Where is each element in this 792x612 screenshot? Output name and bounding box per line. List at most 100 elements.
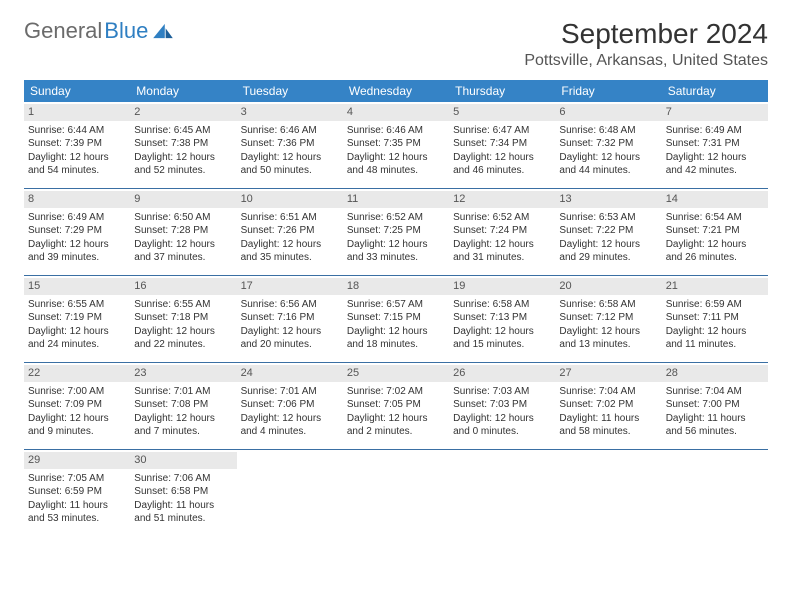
daylight-text: Daylight: 12 hours and 2 minutes. bbox=[347, 412, 445, 439]
calendar-day-cell: . bbox=[343, 450, 449, 536]
brand-part1: General bbox=[24, 18, 102, 44]
day-number: 18 bbox=[343, 278, 449, 295]
sunset-text: Sunset: 7:26 PM bbox=[241, 224, 339, 238]
daylight-text: Daylight: 12 hours and 24 minutes. bbox=[28, 325, 126, 352]
calendar-day-cell: . bbox=[555, 450, 661, 536]
calendar-day-cell: . bbox=[237, 450, 343, 536]
calendar-day-cell: 1Sunrise: 6:44 AMSunset: 7:39 PMDaylight… bbox=[24, 102, 130, 188]
calendar-week-row: 8Sunrise: 6:49 AMSunset: 7:29 PMDaylight… bbox=[24, 189, 768, 276]
sunrise-text: Sunrise: 6:55 AM bbox=[134, 298, 232, 312]
sunset-text: Sunset: 7:19 PM bbox=[28, 311, 126, 325]
daylight-text: Daylight: 12 hours and 9 minutes. bbox=[28, 412, 126, 439]
calendar-day-cell: 14Sunrise: 6:54 AMSunset: 7:21 PMDayligh… bbox=[662, 189, 768, 275]
sunrise-text: Sunrise: 6:56 AM bbox=[241, 298, 339, 312]
sunset-text: Sunset: 7:06 PM bbox=[241, 398, 339, 412]
day-number: 9 bbox=[130, 191, 236, 208]
calendar-day-cell: 3Sunrise: 6:46 AMSunset: 7:36 PMDaylight… bbox=[237, 102, 343, 188]
sunrise-text: Sunrise: 6:48 AM bbox=[559, 124, 657, 138]
sunrise-text: Sunrise: 6:52 AM bbox=[453, 211, 551, 225]
day-number: 29 bbox=[24, 452, 130, 469]
calendar-day-cell: 29Sunrise: 7:05 AMSunset: 6:59 PMDayligh… bbox=[24, 450, 130, 536]
calendar-day-cell: 26Sunrise: 7:03 AMSunset: 7:03 PMDayligh… bbox=[449, 363, 555, 449]
day-number: 5 bbox=[449, 104, 555, 121]
sunrise-text: Sunrise: 7:04 AM bbox=[559, 385, 657, 399]
weekday-header-cell: Thursday bbox=[449, 80, 555, 102]
sunset-text: Sunset: 7:11 PM bbox=[666, 311, 764, 325]
calendar-day-cell: 16Sunrise: 6:55 AMSunset: 7:18 PMDayligh… bbox=[130, 276, 236, 362]
daylight-text: Daylight: 12 hours and 26 minutes. bbox=[666, 238, 764, 265]
logo-sail-icon bbox=[152, 23, 174, 39]
calendar-day-cell: 28Sunrise: 7:04 AMSunset: 7:00 PMDayligh… bbox=[662, 363, 768, 449]
title-block: September 2024 Pottsville, Arkansas, Uni… bbox=[524, 18, 768, 70]
day-number: 25 bbox=[343, 365, 449, 382]
sunset-text: Sunset: 7:12 PM bbox=[559, 311, 657, 325]
day-number: 10 bbox=[237, 191, 343, 208]
sunset-text: Sunset: 7:08 PM bbox=[134, 398, 232, 412]
calendar-day-cell: 8Sunrise: 6:49 AMSunset: 7:29 PMDaylight… bbox=[24, 189, 130, 275]
daylight-text: Daylight: 12 hours and 35 minutes. bbox=[241, 238, 339, 265]
calendar-day-cell: 11Sunrise: 6:52 AMSunset: 7:25 PMDayligh… bbox=[343, 189, 449, 275]
sunrise-text: Sunrise: 7:00 AM bbox=[28, 385, 126, 399]
calendar-day-cell: 15Sunrise: 6:55 AMSunset: 7:19 PMDayligh… bbox=[24, 276, 130, 362]
day-number: 6 bbox=[555, 104, 661, 121]
calendar-day-cell: 18Sunrise: 6:57 AMSunset: 7:15 PMDayligh… bbox=[343, 276, 449, 362]
calendar-day-cell: 21Sunrise: 6:59 AMSunset: 7:11 PMDayligh… bbox=[662, 276, 768, 362]
calendar-day-cell: 20Sunrise: 6:58 AMSunset: 7:12 PMDayligh… bbox=[555, 276, 661, 362]
calendar-day-cell: 9Sunrise: 6:50 AMSunset: 7:28 PMDaylight… bbox=[130, 189, 236, 275]
brand-part2: Blue bbox=[104, 18, 148, 44]
sunrise-text: Sunrise: 6:50 AM bbox=[134, 211, 232, 225]
sunrise-text: Sunrise: 6:49 AM bbox=[28, 211, 126, 225]
day-number: 26 bbox=[449, 365, 555, 382]
sunrise-text: Sunrise: 6:46 AM bbox=[241, 124, 339, 138]
day-number: 2 bbox=[130, 104, 236, 121]
calendar: SundayMondayTuesdayWednesdayThursdayFrid… bbox=[24, 80, 768, 536]
calendar-day-cell: 27Sunrise: 7:04 AMSunset: 7:02 PMDayligh… bbox=[555, 363, 661, 449]
daylight-text: Daylight: 12 hours and 54 minutes. bbox=[28, 151, 126, 178]
daylight-text: Daylight: 11 hours and 58 minutes. bbox=[559, 412, 657, 439]
sunset-text: Sunset: 7:15 PM bbox=[347, 311, 445, 325]
day-number: 24 bbox=[237, 365, 343, 382]
weekday-header-cell: Tuesday bbox=[237, 80, 343, 102]
header: GeneralBlue September 2024 Pottsville, A… bbox=[24, 18, 768, 70]
calendar-day-cell: 4Sunrise: 6:46 AMSunset: 7:35 PMDaylight… bbox=[343, 102, 449, 188]
sunrise-text: Sunrise: 7:01 AM bbox=[241, 385, 339, 399]
calendar-day-cell: . bbox=[449, 450, 555, 536]
day-number: 19 bbox=[449, 278, 555, 295]
brand-logo: GeneralBlue bbox=[24, 18, 174, 44]
day-number: 7 bbox=[662, 104, 768, 121]
calendar-day-cell: 5Sunrise: 6:47 AMSunset: 7:34 PMDaylight… bbox=[449, 102, 555, 188]
sunrise-text: Sunrise: 6:49 AM bbox=[666, 124, 764, 138]
day-number: 15 bbox=[24, 278, 130, 295]
calendar-day-cell: 25Sunrise: 7:02 AMSunset: 7:05 PMDayligh… bbox=[343, 363, 449, 449]
calendar-week-row: 29Sunrise: 7:05 AMSunset: 6:59 PMDayligh… bbox=[24, 450, 768, 536]
sunrise-text: Sunrise: 6:58 AM bbox=[453, 298, 551, 312]
sunrise-text: Sunrise: 7:02 AM bbox=[347, 385, 445, 399]
sunset-text: Sunset: 7:36 PM bbox=[241, 137, 339, 151]
weekday-header-cell: Wednesday bbox=[343, 80, 449, 102]
day-number: 22 bbox=[24, 365, 130, 382]
calendar-week-row: 15Sunrise: 6:55 AMSunset: 7:19 PMDayligh… bbox=[24, 276, 768, 363]
day-number: 13 bbox=[555, 191, 661, 208]
sunrise-text: Sunrise: 6:52 AM bbox=[347, 211, 445, 225]
calendar-body: 1Sunrise: 6:44 AMSunset: 7:39 PMDaylight… bbox=[24, 102, 768, 536]
calendar-day-cell: 17Sunrise: 6:56 AMSunset: 7:16 PMDayligh… bbox=[237, 276, 343, 362]
daylight-text: Daylight: 12 hours and 7 minutes. bbox=[134, 412, 232, 439]
sunrise-text: Sunrise: 6:44 AM bbox=[28, 124, 126, 138]
sunrise-text: Sunrise: 6:59 AM bbox=[666, 298, 764, 312]
daylight-text: Daylight: 12 hours and 31 minutes. bbox=[453, 238, 551, 265]
day-number: 12 bbox=[449, 191, 555, 208]
sunset-text: Sunset: 7:29 PM bbox=[28, 224, 126, 238]
sunset-text: Sunset: 6:59 PM bbox=[28, 485, 126, 499]
weekday-header-row: SundayMondayTuesdayWednesdayThursdayFrid… bbox=[24, 80, 768, 102]
sunrise-text: Sunrise: 6:58 AM bbox=[559, 298, 657, 312]
sunrise-text: Sunrise: 6:54 AM bbox=[666, 211, 764, 225]
calendar-day-cell: 22Sunrise: 7:00 AMSunset: 7:09 PMDayligh… bbox=[24, 363, 130, 449]
sunset-text: Sunset: 7:35 PM bbox=[347, 137, 445, 151]
sunset-text: Sunset: 6:58 PM bbox=[134, 485, 232, 499]
calendar-day-cell: 19Sunrise: 6:58 AMSunset: 7:13 PMDayligh… bbox=[449, 276, 555, 362]
calendar-day-cell: 30Sunrise: 7:06 AMSunset: 6:58 PMDayligh… bbox=[130, 450, 236, 536]
daylight-text: Daylight: 12 hours and 13 minutes. bbox=[559, 325, 657, 352]
daylight-text: Daylight: 11 hours and 53 minutes. bbox=[28, 499, 126, 526]
sunset-text: Sunset: 7:24 PM bbox=[453, 224, 551, 238]
sunset-text: Sunset: 7:25 PM bbox=[347, 224, 445, 238]
